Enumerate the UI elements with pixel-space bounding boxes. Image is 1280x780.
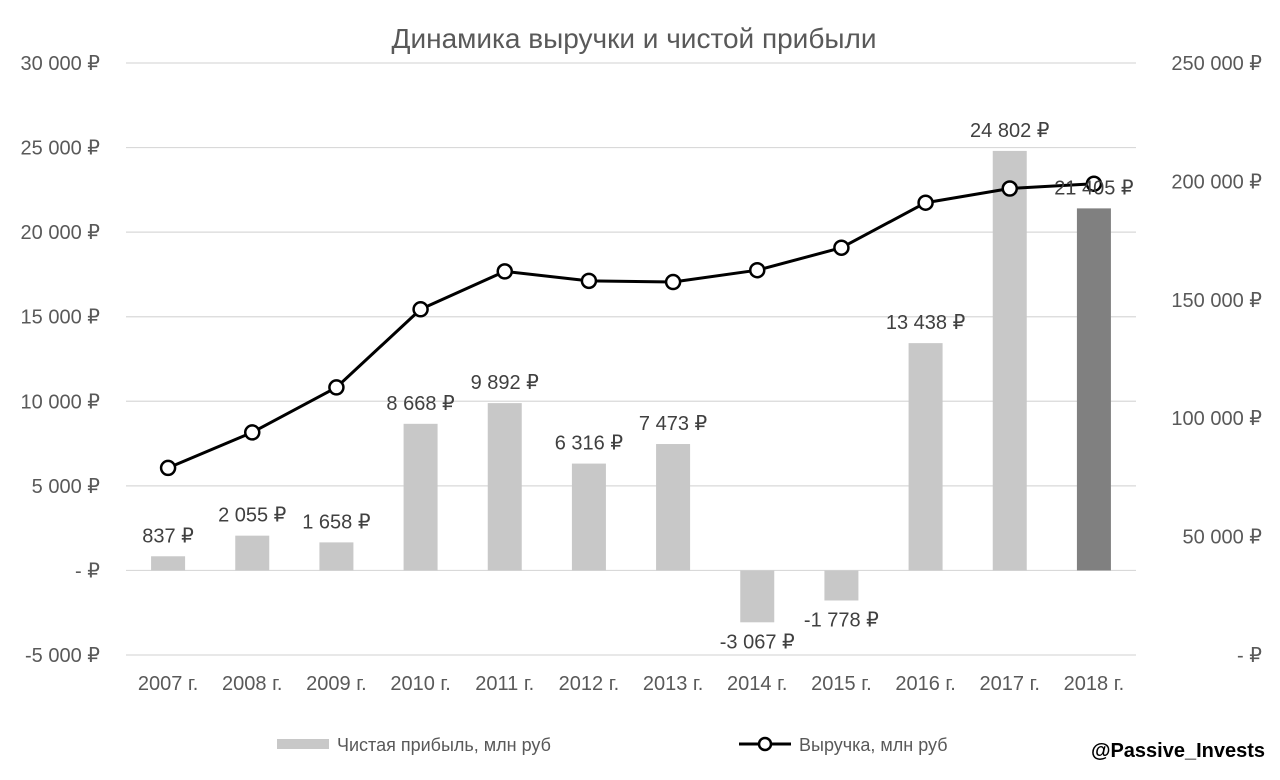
x-tick-label: 2015 г.	[811, 673, 871, 695]
bar-data-label: -3 067 ₽	[720, 631, 795, 653]
bar	[992, 150, 1027, 571]
bar	[740, 570, 775, 623]
revenue-point	[917, 194, 934, 211]
bar	[656, 444, 691, 571]
x-tick-label: 2012 г.	[559, 673, 619, 695]
bar	[487, 403, 522, 571]
x-axis-ticks: 2007 г. 2008 г. 2009 г. 2010 г. 2011 г. 2012 …	[138, 673, 1124, 695]
revenue-point	[833, 239, 850, 256]
right-tick-label: 200 000 ₽	[1171, 171, 1262, 193]
right-axis-ticks: - ₽ 50 000 ₽ 100 000 ₽ 150 000 ₽ 200 000 ₽ 25…	[1171, 53, 1262, 667]
revenue-point	[159, 459, 177, 477]
bar	[319, 542, 354, 571]
revenue-line	[167, 182, 1095, 470]
bar-data-label: 2 055 ₽	[218, 505, 287, 527]
left-tick-label: 10 000 ₽	[21, 391, 101, 413]
bar	[403, 423, 438, 571]
left-tick-label: -5 000 ₽	[25, 645, 100, 667]
revenue-point	[1085, 175, 1103, 193]
right-tick-label: 250 000 ₽	[1171, 53, 1262, 75]
bar-data-label: 24 802 ₽	[970, 120, 1050, 142]
x-tick-label: 2014 г.	[727, 673, 787, 695]
right-tick-label: - ₽	[1237, 645, 1262, 667]
left-axis-ticks: -5 000 ₽ - ₽ 5 000 ₽ 10 000 ₽ 15 000 ₽ 20 000…	[21, 53, 101, 667]
x-tick-label: 2010 г.	[390, 673, 450, 695]
bar-data-label: 7 473 ₽	[639, 413, 708, 435]
bar	[824, 570, 859, 601]
bar-data-label: 8 668 ₽	[386, 393, 455, 415]
revenue-point	[1001, 180, 1018, 197]
left-tick-label: 5 000 ₽	[32, 476, 101, 498]
x-tick-label: 2018 г.	[1064, 673, 1124, 695]
revenue-point	[749, 261, 766, 279]
left-tick-label: 15 000 ₽	[21, 307, 101, 329]
revenue-point	[328, 379, 345, 396]
x-tick-label: 2013 г.	[643, 673, 703, 695]
bar-data-label: 9 892 ₽	[471, 372, 540, 394]
x-tick-label: 2011 г.	[475, 673, 534, 695]
gridlines	[126, 62, 1136, 656]
x-tick-label: 2017 г.	[980, 673, 1040, 695]
bar	[235, 535, 270, 571]
legend-bar-swatch	[277, 739, 329, 749]
revenue-point	[580, 272, 598, 290]
bar	[1076, 208, 1111, 571]
x-tick-label: 2009 г.	[306, 673, 366, 695]
watermark: @Passive_Invests	[1091, 740, 1265, 762]
left-tick-label: 25 000 ₽	[21, 138, 101, 160]
bar-data-label: 1 658 ₽	[302, 511, 371, 533]
bar-data-label: 21 405 ₽	[1054, 177, 1134, 199]
bar-data-label: 837 ₽	[142, 525, 194, 547]
revenue-point	[412, 301, 429, 318]
bar-data-label: 13 438 ₽	[886, 312, 966, 334]
right-tick-label: 100 000 ₽	[1171, 408, 1262, 430]
revenue-point	[496, 263, 513, 280]
left-tick-label: - ₽	[75, 560, 100, 582]
left-tick-label: 20 000 ₽	[21, 222, 101, 244]
bar	[151, 556, 186, 571]
bar-series	[151, 150, 1111, 623]
left-tick-label: 30 000 ₽	[21, 53, 101, 75]
data-labels: 837 ₽ 2 055 ₽ 1 658 ₽ 8 668 ₽ 9 892 ₽ 6 316 ₽…	[142, 120, 1134, 653]
line-series	[159, 175, 1103, 477]
bar-data-label: -1 778 ₽	[804, 610, 879, 632]
revenue-point	[244, 424, 261, 441]
bar	[908, 343, 943, 571]
right-tick-label: 150 000 ₽	[1171, 290, 1262, 312]
revenue-point	[664, 273, 682, 291]
chart-title: Динамика выручки и чистой прибыли	[392, 23, 877, 54]
legend-line-marker	[757, 736, 773, 752]
x-tick-label: 2008 г.	[222, 673, 282, 695]
legend-bar-label: Чистая прибыль, млн руб	[337, 735, 551, 755]
bar-data-label: 6 316 ₽	[555, 433, 624, 455]
x-tick-label: 2007 г.	[138, 673, 198, 695]
legend-line-label: Выручка, млн руб	[799, 735, 948, 755]
right-tick-label: 50 000 ₽	[1183, 527, 1263, 549]
bar	[571, 463, 606, 571]
legend: Чистая прибыль, млн руб Выручка, млн руб	[277, 735, 948, 755]
x-tick-label: 2016 г.	[895, 673, 955, 695]
